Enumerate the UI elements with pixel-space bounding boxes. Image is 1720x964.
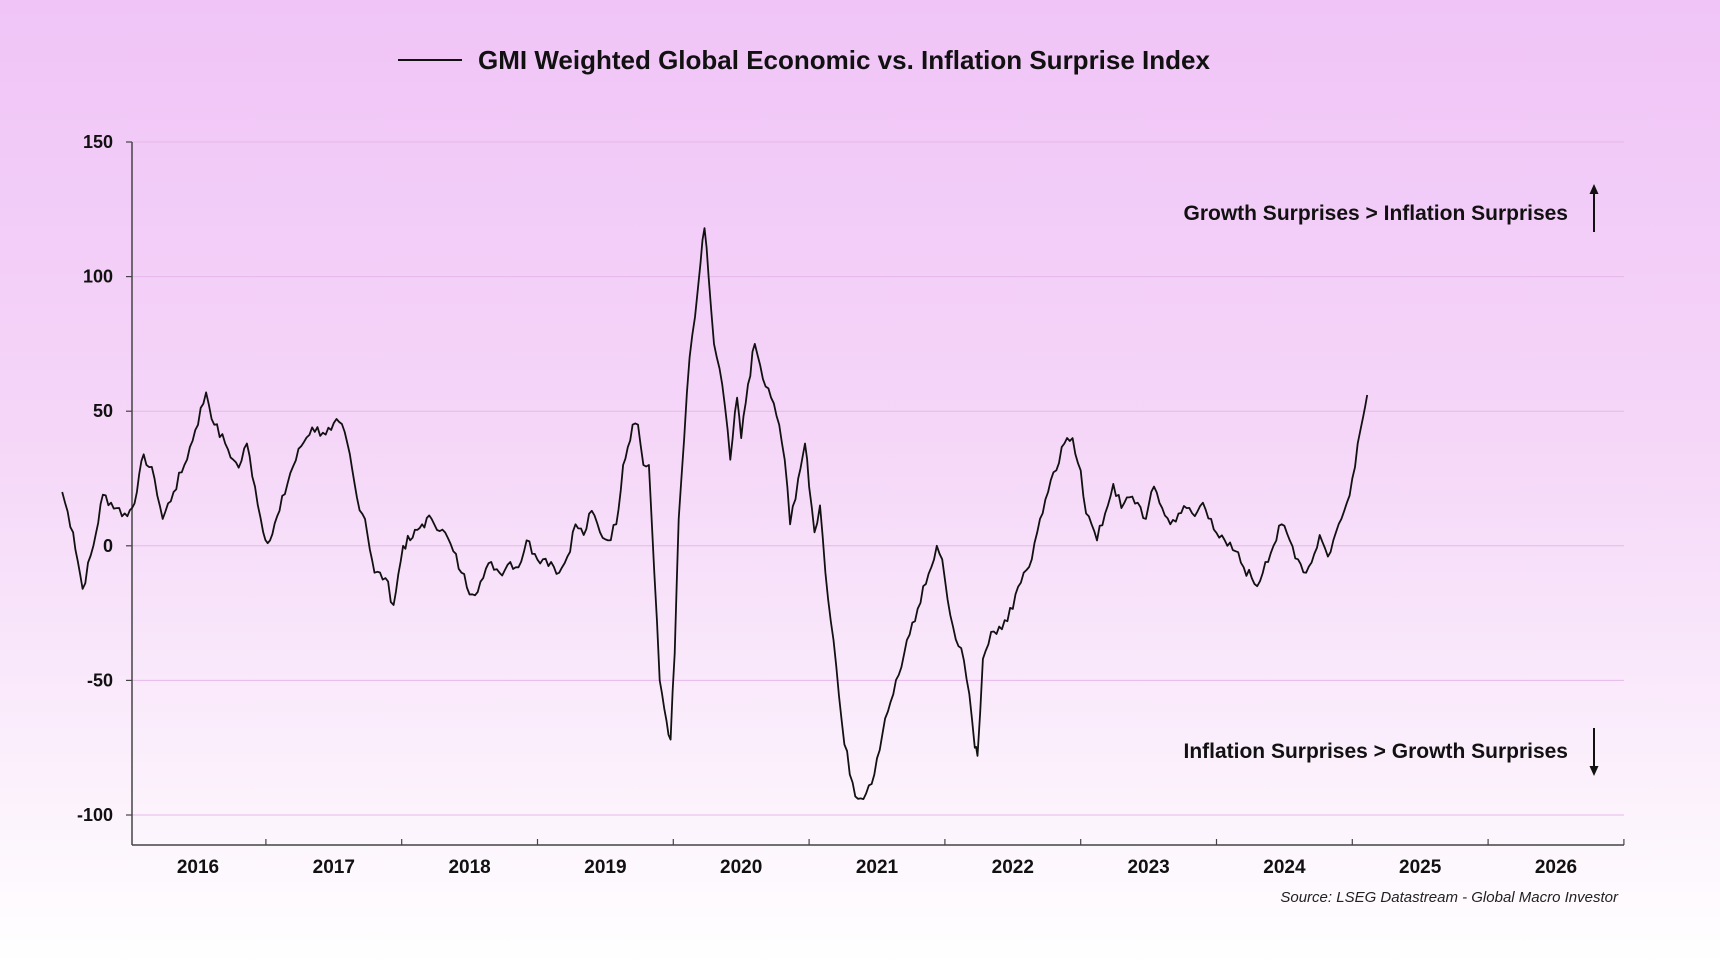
x-tick-label: 2017 (313, 857, 355, 878)
chart-title: GMI Weighted Global Economic vs. Inflati… (478, 45, 1211, 75)
y-tick-label: 100 (83, 267, 113, 287)
x-tick-label: 2019 (584, 857, 626, 878)
y-tick-label: 50 (93, 401, 113, 421)
x-tick-label: 2021 (856, 857, 899, 878)
x-tick-label: 2023 (1127, 857, 1169, 878)
x-tick-label: 2025 (1399, 857, 1442, 878)
y-tick-label: 150 (83, 132, 113, 152)
y-axis-ticks: 150 100 50 0 -50 -100 (77, 132, 132, 825)
gridlines (132, 141, 1624, 816)
annotation-lower: Inflation Surprises > Growth Surprises (1183, 740, 1568, 763)
x-tick-label: 2026 (1535, 857, 1577, 878)
source-note: Source: LSEG Datastream - Global Macro I… (1280, 889, 1619, 906)
x-tick-label: 2024 (1263, 857, 1306, 878)
x-axis-ticks: 2016 2017 2018 2019 2020 2021 2022 2023 2024 2025… (177, 839, 1625, 878)
x-tick-label: 2016 (177, 857, 219, 878)
series-line-surprise-index (61, 227, 1369, 800)
y-tick-label: -100 (77, 805, 113, 825)
x-tick-label: 2020 (720, 857, 762, 878)
y-tick-label: 0 (103, 536, 113, 556)
y-tick-label: -50 (87, 670, 113, 690)
arrow-down-icon (1589, 728, 1599, 776)
arrow-up-icon (1589, 184, 1599, 232)
x-tick-label: 2018 (448, 857, 490, 878)
annotation-upper: Growth Surprises > Inflation Surprises (1183, 202, 1568, 225)
x-tick-label: 2022 (992, 857, 1034, 878)
